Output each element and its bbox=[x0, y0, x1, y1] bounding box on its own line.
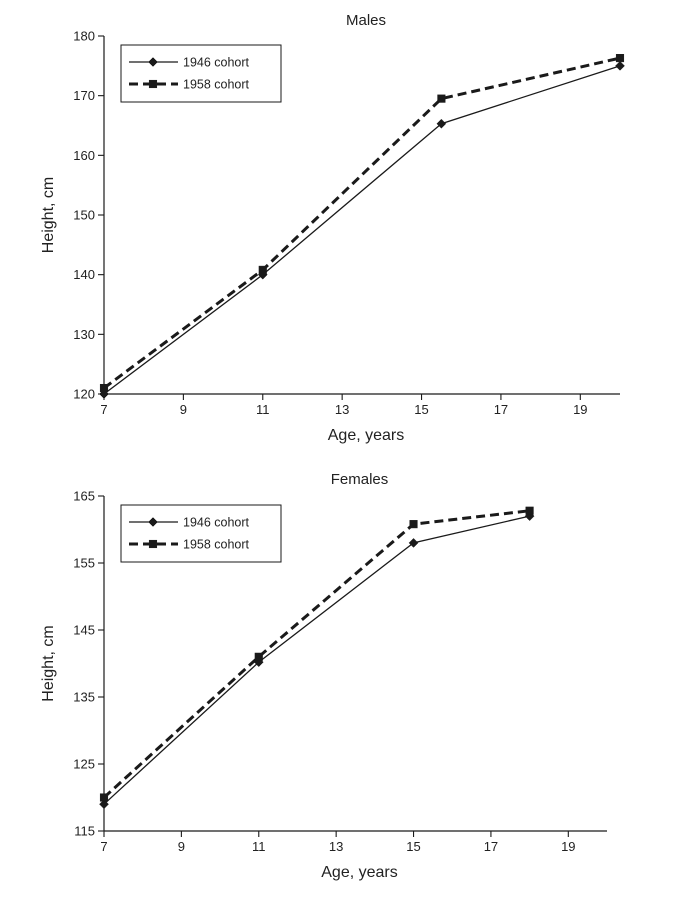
data-point bbox=[525, 506, 534, 515]
y-tick-label: 120 bbox=[73, 387, 95, 402]
series-line bbox=[103, 56, 621, 390]
data-point bbox=[615, 54, 625, 63]
legend: 1946 cohort 1958 cohort bbox=[120, 504, 282, 563]
x-axis-label: Age, years bbox=[328, 427, 404, 444]
legend-marker bbox=[148, 79, 158, 89]
data-point bbox=[99, 793, 109, 802]
series-dashed bbox=[99, 54, 625, 393]
x-tick-label: 11 bbox=[252, 839, 266, 854]
series-solid bbox=[99, 60, 625, 399]
data-point bbox=[409, 520, 418, 529]
series-line bbox=[102, 509, 530, 799]
x-tick-label: 9 bbox=[180, 402, 187, 417]
legend-entry-label: 1958 cohort bbox=[183, 78, 250, 92]
y-tick-label: 140 bbox=[73, 267, 95, 282]
legend-box bbox=[120, 44, 282, 103]
legend-entry-label: 1958 cohort bbox=[183, 538, 250, 552]
legend-marker bbox=[148, 57, 158, 67]
chart-title: Females bbox=[331, 471, 389, 488]
series-line bbox=[103, 65, 621, 395]
x-tick-label: 13 bbox=[329, 839, 343, 854]
y-tick-label: 155 bbox=[73, 556, 95, 571]
legend-marker bbox=[148, 539, 158, 549]
y-tick-label: 170 bbox=[73, 88, 95, 103]
data-point bbox=[258, 265, 267, 274]
x-axis-label: Age, years bbox=[321, 864, 397, 881]
data-point bbox=[408, 538, 419, 548]
x-tick-label: 11 bbox=[256, 402, 270, 417]
y-tick-label: 160 bbox=[73, 148, 95, 163]
x-tick-label: 7 bbox=[100, 402, 107, 417]
y-tick-label: 115 bbox=[74, 824, 95, 839]
data-point bbox=[254, 652, 263, 661]
chart-panel-1: Females 115 125 135 145 155 165 7 9 11 13 15 17 19 Age… bbox=[40, 471, 607, 881]
x-tick-label: 19 bbox=[561, 839, 575, 854]
legend-marker bbox=[148, 517, 158, 527]
series-dashed bbox=[99, 506, 534, 802]
y-axis-label: Height, cm bbox=[40, 625, 57, 701]
legend-box bbox=[120, 504, 282, 563]
chart-panel-0: Males 120 130 140 150 160 170 180 7 9 11 13 15 17 19 Ag… bbox=[40, 12, 625, 444]
series-line bbox=[103, 515, 530, 805]
y-tick-label: 180 bbox=[73, 29, 95, 44]
data-point bbox=[615, 60, 625, 71]
data-point bbox=[436, 118, 447, 129]
chart-title: Males bbox=[346, 12, 386, 29]
x-tick-label: 7 bbox=[100, 839, 107, 854]
y-tick-label: 135 bbox=[73, 690, 95, 705]
y-tick-label: 125 bbox=[73, 757, 95, 772]
y-tick-label: 145 bbox=[73, 623, 95, 638]
x-tick-label: 17 bbox=[494, 402, 508, 417]
x-tick-label: 15 bbox=[414, 402, 428, 417]
data-point bbox=[437, 94, 446, 103]
data-point bbox=[99, 799, 109, 810]
legend: 1946 cohort 1958 cohort bbox=[120, 44, 282, 103]
x-tick-label: 17 bbox=[484, 839, 498, 854]
x-tick-label: 13 bbox=[335, 402, 349, 417]
x-tick-label: 9 bbox=[178, 839, 185, 854]
y-tick-label: 165 bbox=[73, 489, 95, 504]
y-tick-label: 130 bbox=[73, 327, 95, 342]
y-tick-label: 150 bbox=[73, 208, 95, 223]
y-axis-label: Height, cm bbox=[40, 177, 57, 253]
legend-entry-label: 1946 cohort bbox=[183, 56, 250, 70]
legend-entry-label: 1946 cohort bbox=[183, 516, 250, 530]
data-point bbox=[99, 383, 109, 393]
x-tick-label: 15 bbox=[406, 839, 420, 854]
x-tick-label: 19 bbox=[573, 402, 587, 417]
